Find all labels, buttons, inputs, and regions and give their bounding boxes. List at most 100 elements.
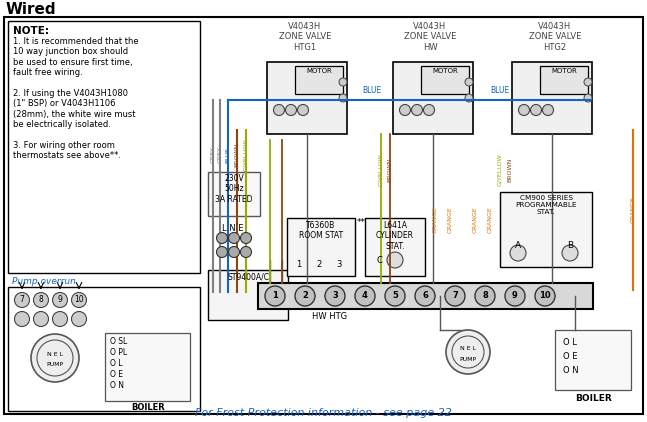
Text: 7: 7 xyxy=(452,292,458,300)
Text: 3: 3 xyxy=(336,260,342,269)
Text: N E L: N E L xyxy=(47,352,63,357)
Circle shape xyxy=(241,246,252,257)
Circle shape xyxy=(339,94,347,102)
Circle shape xyxy=(510,245,526,261)
Text: ST9400A/C: ST9400A/C xyxy=(227,272,269,281)
Bar xyxy=(8,287,200,411)
Text: ORANGE: ORANGE xyxy=(432,207,437,233)
Bar xyxy=(295,66,343,94)
Text: ORANGE: ORANGE xyxy=(630,197,635,223)
Circle shape xyxy=(531,105,542,116)
Circle shape xyxy=(535,286,555,306)
Text: CM900 SERIES
PROGRAMMABLE
STAT.: CM900 SERIES PROGRAMMABLE STAT. xyxy=(515,195,576,215)
Circle shape xyxy=(295,286,315,306)
Bar xyxy=(267,62,347,134)
Text: 9: 9 xyxy=(58,295,63,305)
Text: 1. It is recommended that the
10 way junction box should
be used to ensure first: 1. It is recommended that the 10 way jun… xyxy=(13,37,138,160)
Text: 2: 2 xyxy=(316,260,322,269)
Circle shape xyxy=(72,292,87,308)
Text: BROWN: BROWN xyxy=(388,158,393,182)
Text: BROWN: BROWN xyxy=(234,143,239,167)
Circle shape xyxy=(217,233,228,243)
Circle shape xyxy=(387,252,403,268)
Text: G/YELLOW: G/YELLOW xyxy=(243,139,248,171)
Bar xyxy=(8,21,200,273)
Circle shape xyxy=(325,286,345,306)
Bar xyxy=(555,330,631,390)
Text: 10: 10 xyxy=(539,292,551,300)
Text: BROWN: BROWN xyxy=(507,158,512,182)
Circle shape xyxy=(298,105,309,116)
Circle shape xyxy=(14,292,30,308)
Bar xyxy=(421,66,469,94)
Text: BLUE: BLUE xyxy=(226,147,230,163)
Text: HW HTG: HW HTG xyxy=(313,312,347,321)
Text: L N E: L N E xyxy=(222,224,243,233)
Text: 1: 1 xyxy=(296,260,302,269)
Circle shape xyxy=(31,334,79,382)
Text: 9: 9 xyxy=(512,292,518,300)
Text: G/YELLOW: G/YELLOW xyxy=(378,154,384,186)
Circle shape xyxy=(228,246,239,257)
Text: C: C xyxy=(376,256,382,265)
Circle shape xyxy=(34,292,49,308)
Bar xyxy=(287,218,355,276)
Circle shape xyxy=(411,105,422,116)
Circle shape xyxy=(518,105,529,116)
Text: PUMP: PUMP xyxy=(459,357,477,362)
Bar xyxy=(365,218,425,276)
Circle shape xyxy=(14,311,30,327)
Text: BLUE: BLUE xyxy=(490,86,510,95)
Text: ORANGE: ORANGE xyxy=(487,207,492,233)
Text: ORANGE: ORANGE xyxy=(472,207,477,233)
Text: ORANGE: ORANGE xyxy=(448,207,452,233)
Text: MOTOR: MOTOR xyxy=(432,68,458,74)
Text: O N: O N xyxy=(110,381,124,390)
Text: 1: 1 xyxy=(272,292,278,300)
Text: 8: 8 xyxy=(482,292,488,300)
Text: O L: O L xyxy=(563,338,577,347)
Circle shape xyxy=(72,311,87,327)
Circle shape xyxy=(217,246,228,257)
Text: B: B xyxy=(567,241,573,250)
Text: V4043H
ZONE VALVE
HTG1: V4043H ZONE VALVE HTG1 xyxy=(279,22,331,52)
Circle shape xyxy=(452,336,484,368)
Text: GREY: GREY xyxy=(210,146,215,163)
Bar xyxy=(208,172,260,216)
Circle shape xyxy=(584,78,592,86)
Text: N E L: N E L xyxy=(460,346,476,352)
Circle shape xyxy=(385,286,405,306)
Text: BOILER: BOILER xyxy=(575,394,611,403)
Text: T6360B
ROOM STAT: T6360B ROOM STAT xyxy=(299,221,343,241)
Text: O SL: O SL xyxy=(110,337,127,346)
Text: 7: 7 xyxy=(19,295,25,305)
Bar xyxy=(105,333,190,401)
Text: PUMP: PUMP xyxy=(47,362,63,367)
Bar xyxy=(258,283,593,309)
Bar xyxy=(500,192,592,267)
Text: Pump overrun: Pump overrun xyxy=(12,277,76,286)
Text: 6: 6 xyxy=(422,292,428,300)
Text: GREY: GREY xyxy=(217,146,223,163)
Text: 4: 4 xyxy=(362,292,368,300)
Text: O N: O N xyxy=(563,366,578,375)
Circle shape xyxy=(465,94,473,102)
Text: Wired: Wired xyxy=(6,2,57,17)
Text: O PL: O PL xyxy=(110,348,127,357)
Circle shape xyxy=(274,105,285,116)
Circle shape xyxy=(465,78,473,86)
Text: O E: O E xyxy=(563,352,578,361)
Circle shape xyxy=(52,311,67,327)
Text: MOTOR: MOTOR xyxy=(306,68,332,74)
Bar xyxy=(208,270,288,320)
Circle shape xyxy=(446,330,490,374)
Text: 230V
50Hz
3A RATED: 230V 50Hz 3A RATED xyxy=(215,174,253,204)
Bar xyxy=(393,62,473,134)
Circle shape xyxy=(584,94,592,102)
Text: BOILER: BOILER xyxy=(131,403,165,412)
Text: L641A
CYLINDER
STAT.: L641A CYLINDER STAT. xyxy=(376,221,414,251)
Text: BLUE: BLUE xyxy=(362,86,382,95)
Circle shape xyxy=(399,105,410,116)
Text: 3: 3 xyxy=(332,292,338,300)
Text: 5: 5 xyxy=(392,292,398,300)
